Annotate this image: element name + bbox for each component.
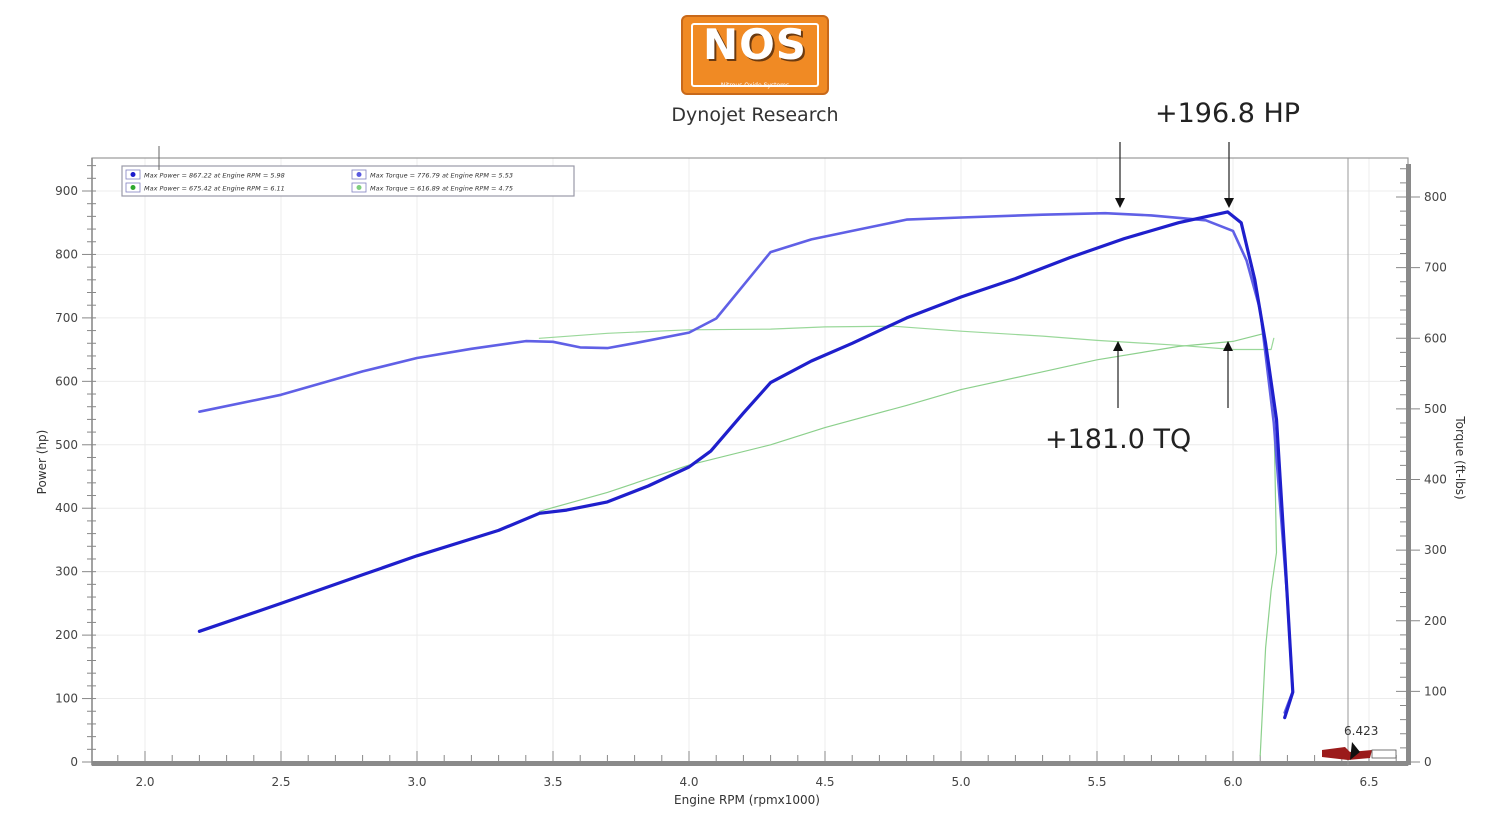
- legend-entry: Max Power = 675.42 at Engine RPM = 6.11: [144, 185, 285, 193]
- hp-gain-label: +196.8 HP: [1155, 98, 1300, 129]
- y-tick-label: 200: [55, 628, 78, 642]
- chart-grid: [92, 158, 1408, 765]
- logo-frame: [691, 23, 819, 87]
- cursor-value-label: 6.423: [1344, 724, 1378, 738]
- x-tick-label: 2.5: [271, 775, 290, 789]
- legend-entry: Max Power = 867.22 at Engine RPM = 5.98: [144, 172, 285, 180]
- y-tick-label: 700: [55, 311, 78, 325]
- x-tick-label: 3.0: [407, 775, 426, 789]
- torque-nitrous-line: [198, 211, 1295, 714]
- y-tick-label: 500: [55, 438, 78, 452]
- legend-box: [121, 165, 575, 197]
- logo-subtext: Nitrous Oxide Systems: [720, 82, 790, 89]
- y-tick-label: 100: [55, 692, 78, 706]
- y2-tick-label: 0: [1424, 755, 1432, 769]
- x-tick-label: 6.5: [1359, 775, 1378, 789]
- tq-arrow-left-head: [1113, 341, 1123, 351]
- x-tick-label: 4.5: [815, 775, 834, 789]
- legend-entry: Max Torque = 776.79 at Engine RPM = 5.53: [370, 172, 513, 180]
- x-tick-label: 4.0: [679, 775, 698, 789]
- cursor-tag: [1371, 749, 1397, 759]
- y2-tick-label: 300: [1424, 543, 1447, 557]
- y2-tick-label: 100: [1424, 684, 1447, 698]
- power-baseline-line: [538, 333, 1278, 757]
- legend-entry: Max Torque = 616.89 at Engine RPM = 4.75: [370, 185, 513, 193]
- y-tick-label: 0: [70, 755, 78, 769]
- cursor-marker: [1322, 747, 1372, 760]
- tq-arrow-right-head: [1223, 341, 1233, 351]
- y2-tick-label: 800: [1424, 190, 1447, 204]
- y2-axis-bar: [1406, 164, 1411, 765]
- legend-swatch-dot: [356, 172, 362, 177]
- x-axis-bar: [92, 761, 1408, 766]
- chart-legend: Max Power = 867.22 at Engine RPM = 5.98 M…: [121, 146, 575, 197]
- y-tick-label: 900: [55, 184, 78, 198]
- plot-frame: [91, 157, 1409, 766]
- x-tick-label: 6.0: [1223, 775, 1242, 789]
- legend-swatch-dot: [130, 185, 136, 190]
- chart-series: [197, 210, 1295, 757]
- chart-annotations: [1113, 142, 1397, 765]
- y2-tick-label: 700: [1424, 261, 1447, 275]
- chart-title: Dynojet Research: [671, 104, 839, 126]
- chart-axes: 2.0 2.5 3.0 3.5 4.0 4.5 5.0 5.5 6.0 6.5 0 100 200 300…: [55, 158, 1447, 789]
- cursor-pointer: [1350, 742, 1360, 760]
- y-tick-label: 300: [55, 565, 78, 579]
- x-tick-label: 2.0: [135, 775, 154, 789]
- hp-arrow-left-head: [1115, 198, 1125, 208]
- tq-gain-label: +181.0 TQ: [1045, 424, 1191, 455]
- legend-swatch-dot: [130, 172, 136, 177]
- y-tick-label: 600: [55, 374, 78, 388]
- logo-text: NOS: [702, 20, 808, 69]
- y-tick-label: 800: [55, 247, 78, 261]
- y-axis-title: Power (hp): [35, 430, 49, 495]
- torque-baseline-line: [538, 325, 1275, 351]
- y2-tick-label: 400: [1424, 473, 1447, 487]
- hp-arrow-right-head: [1224, 198, 1234, 208]
- y2-tick-label: 200: [1424, 614, 1447, 628]
- x-tick-label: 3.5: [543, 775, 562, 789]
- y2-axis-title: Torque (ft-lbs): [1453, 415, 1467, 499]
- x-tick-label: 5.5: [1087, 775, 1106, 789]
- y2-tick-label: 500: [1424, 402, 1447, 416]
- nos-logo: NOS Nitrous Oxide Systems: [681, 15, 829, 95]
- power-nitrous-line: [197, 210, 1295, 720]
- y-tick-label: 400: [55, 501, 78, 515]
- legend-swatch-dot: [356, 185, 362, 190]
- x-axis-title: Engine RPM (rpmx1000): [674, 793, 820, 807]
- y2-tick-label: 600: [1424, 331, 1447, 345]
- x-tick-label: 5.0: [951, 775, 970, 789]
